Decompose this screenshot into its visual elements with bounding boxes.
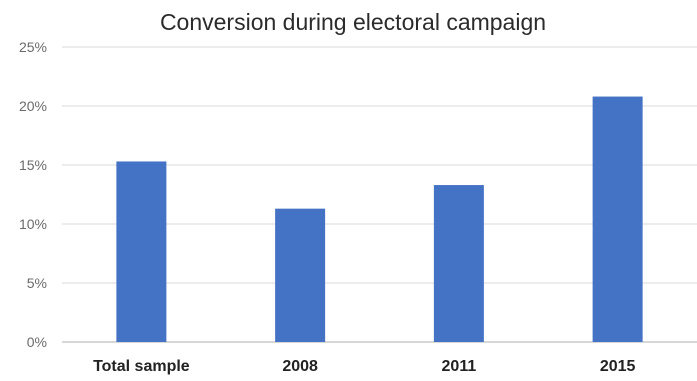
y-axis-tick-labels: 0% 5% 10% 15% 20% 25%	[19, 39, 47, 350]
y-tick-label: 20%	[19, 98, 47, 114]
bar-total-sample	[116, 161, 167, 342]
bar-2008	[275, 208, 326, 342]
bars	[116, 96, 643, 342]
y-tick-label: 10%	[19, 216, 47, 232]
x-category-label: 2011	[442, 358, 477, 375]
x-category-label: 2008	[282, 358, 318, 375]
y-tick-label: 25%	[19, 39, 47, 55]
bar-2011	[433, 185, 484, 342]
gridlines	[62, 46, 697, 343]
bar-2015	[592, 96, 643, 342]
x-axis-category-labels: Total sample 2008 2011 2015	[93, 358, 635, 375]
y-tick-label: 5%	[27, 275, 47, 291]
x-category-label: Total sample	[93, 358, 190, 375]
y-tick-label: 0%	[27, 334, 47, 350]
chart-title: Conversion during electoral campaign	[160, 9, 546, 35]
x-category-label: 2015	[600, 358, 636, 375]
y-tick-label: 15%	[19, 157, 47, 173]
